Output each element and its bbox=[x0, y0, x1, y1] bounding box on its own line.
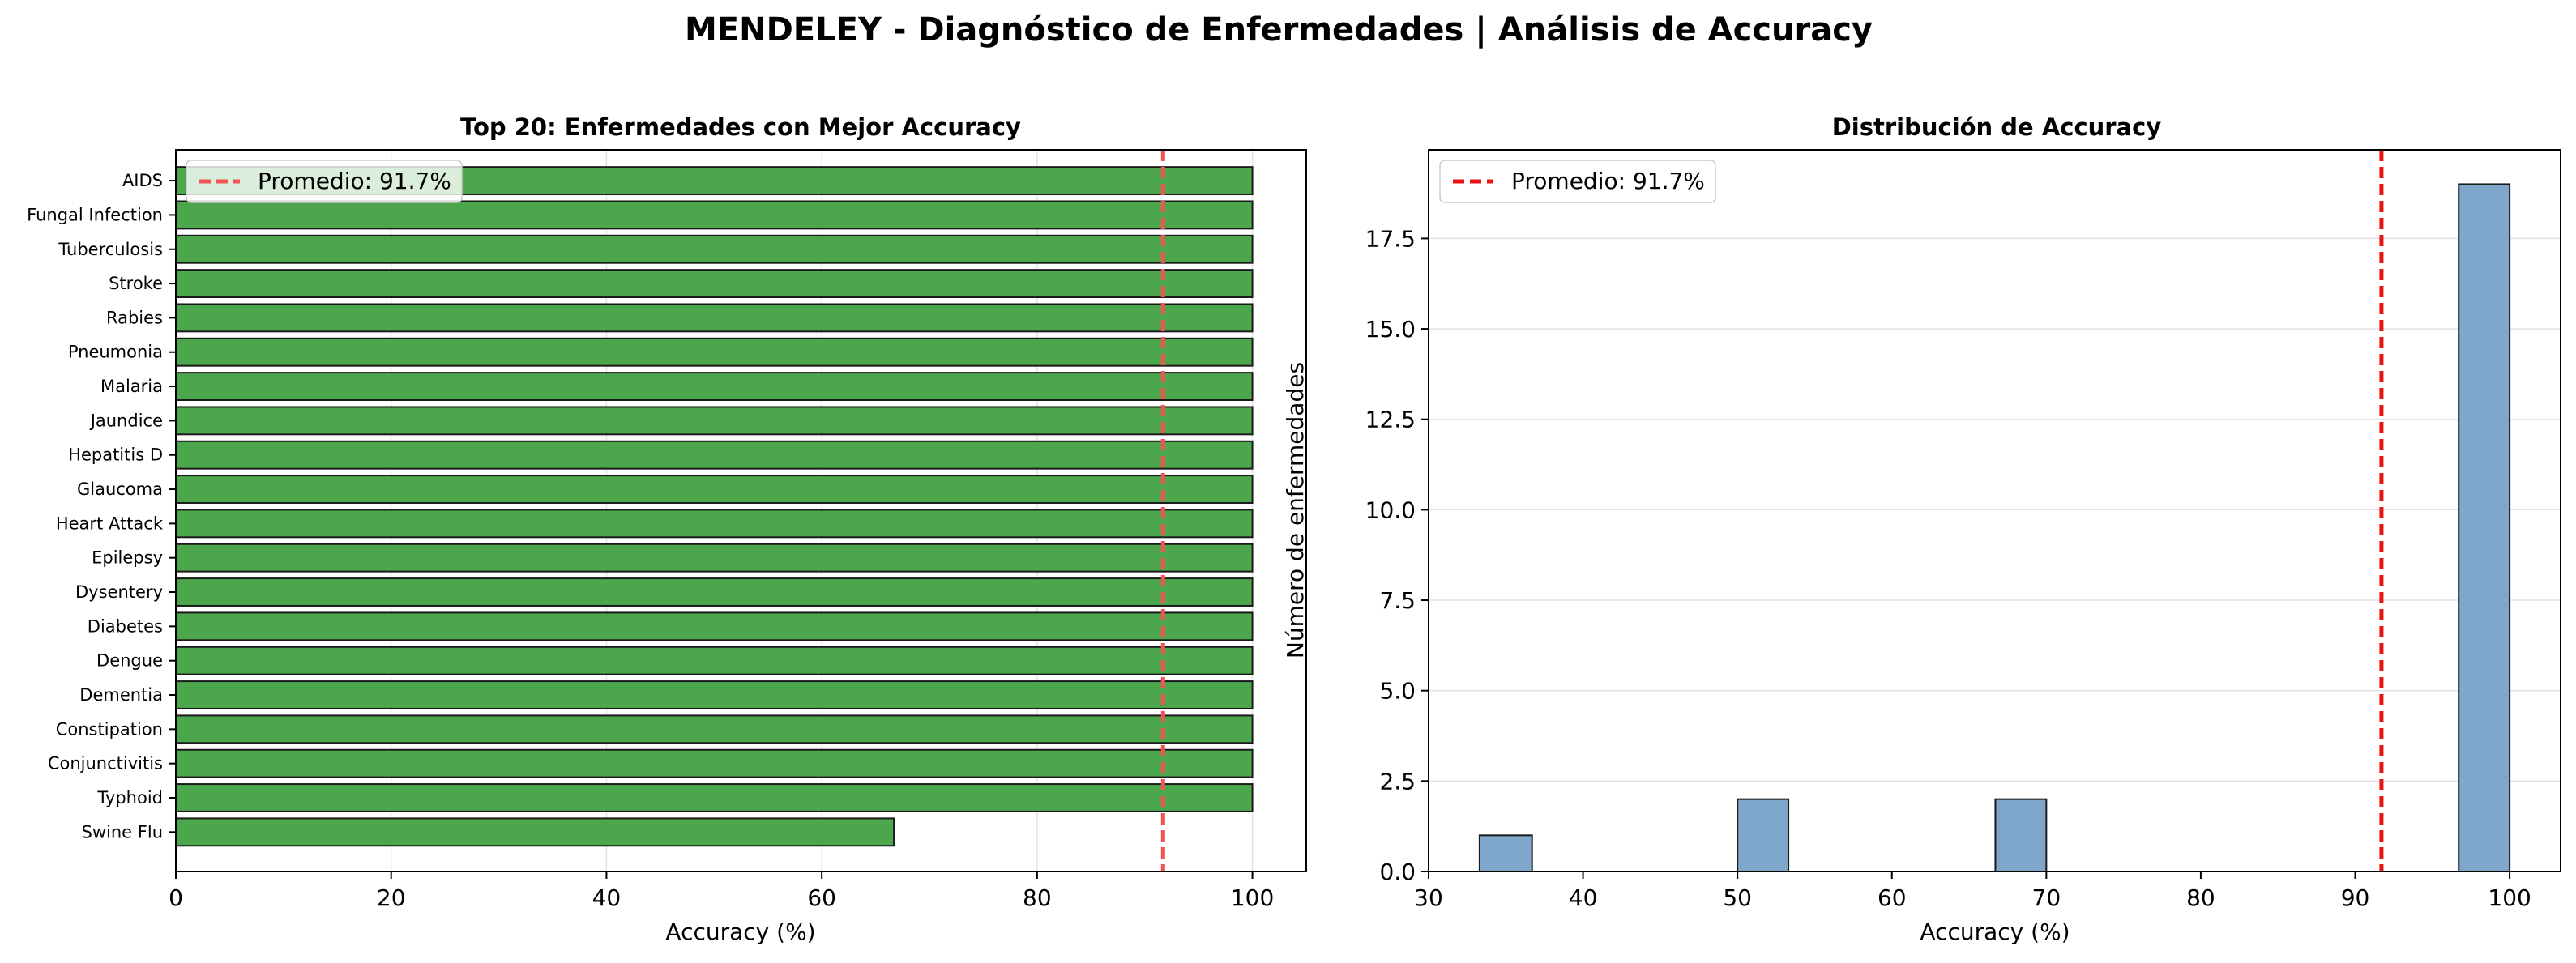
left-plot-frame bbox=[175, 149, 1307, 872]
right-chart: Distribución de Accuracy 30 40 50 60 70 80 90 1… bbox=[1282, 113, 2561, 945]
left-bar-17 bbox=[175, 748, 1254, 778]
left-y-tick-label-12: Dysentery bbox=[75, 582, 163, 602]
right-x-tick-label-5: 80 bbox=[2186, 884, 2215, 911]
left-y-tick-label-0: AIDS bbox=[122, 171, 163, 190]
left-y-tick-label-9: Glaucoma bbox=[77, 479, 163, 499]
left-x-tick-label-2: 40 bbox=[592, 884, 622, 911]
left-x-axis-label: Accuracy (%) bbox=[665, 918, 815, 945]
left-bar-3 bbox=[175, 269, 1254, 299]
left-bar-12 bbox=[175, 577, 1254, 607]
right-y-tick-label-7: 17.5 bbox=[1365, 225, 1416, 252]
left-bar-11 bbox=[175, 543, 1254, 573]
right-y-tick-label-5: 12.5 bbox=[1365, 407, 1416, 433]
left-bar-2 bbox=[175, 234, 1254, 264]
right-y-axis-label: Número de enfermedades bbox=[1282, 362, 1309, 658]
left-bar-18 bbox=[175, 783, 1254, 812]
left-y-tick-label-1: Fungal Infection bbox=[27, 205, 163, 224]
right-bin-1 bbox=[1737, 798, 1790, 873]
right-y-tick-label-0: 0.0 bbox=[1379, 859, 1416, 885]
right-y-tick-label-2: 5.0 bbox=[1379, 678, 1416, 705]
left-y-tick-label-17: Conjunctivitis bbox=[48, 754, 163, 773]
figure-title: MENDELEY - Diagnóstico de Enfermedades |… bbox=[685, 11, 1873, 49]
left-x-tick-label-3: 60 bbox=[807, 884, 836, 911]
right-legend: Promedio: 91.7% bbox=[1439, 160, 1716, 203]
left-y-tick-label-18: Typhoid bbox=[96, 788, 163, 807]
right-bin-2 bbox=[1994, 798, 2048, 873]
left-bar-8 bbox=[175, 440, 1254, 470]
right-x-tick-label-7: 100 bbox=[2488, 884, 2531, 911]
left-bar-13 bbox=[175, 611, 1254, 641]
left-y-tick-label-11: Epilepsy bbox=[92, 548, 163, 568]
left-y-tick-label-6: Malaria bbox=[100, 377, 163, 396]
left-legend: Promedio: 91.7% bbox=[186, 160, 463, 203]
left-y-tick-label-16: Constipation bbox=[56, 719, 163, 739]
right-y-tick-label-1: 2.5 bbox=[1379, 768, 1416, 795]
left-y-tick-label-2: Tuberculosis bbox=[58, 240, 163, 259]
left-bar-16 bbox=[175, 714, 1254, 744]
left-y-tick-label-5: Pneumonia bbox=[68, 343, 163, 362]
right-plot-frame bbox=[1428, 149, 2561, 872]
right-y-tick-label-6: 15.0 bbox=[1365, 316, 1416, 343]
right-chart-title: Distribución de Accuracy bbox=[1832, 113, 2162, 141]
right-legend-box bbox=[1439, 160, 1716, 203]
right-bin-3 bbox=[2458, 183, 2511, 872]
left-bar-19 bbox=[175, 817, 895, 847]
right-y-tick-label-4: 10.0 bbox=[1365, 496, 1416, 523]
left-bar-9 bbox=[175, 475, 1254, 504]
right-x-axis-label: Accuracy (%) bbox=[1920, 918, 2070, 945]
right-histogram-bars bbox=[1478, 183, 2511, 873]
left-y-tick-label-4: Rabies bbox=[106, 308, 163, 327]
left-bar-5 bbox=[175, 337, 1254, 367]
left-y-ticks: AIDS Fungal Infection Tuberculosis Stroke Ra… bbox=[27, 171, 176, 842]
left-bar-7 bbox=[175, 406, 1254, 436]
right-gridlines bbox=[1429, 237, 2561, 872]
left-x-tick-label-5: 100 bbox=[1231, 884, 1274, 911]
left-legend-box bbox=[186, 160, 463, 203]
left-chart-title: Top 20: Enfermedades con Mejor Accuracy bbox=[460, 113, 1021, 141]
right-x-tick-label-1: 40 bbox=[1569, 884, 1598, 911]
left-x-tick-label-1: 20 bbox=[377, 884, 406, 911]
left-chart: Top 20: Enfermedades con Mejor Accuracy … bbox=[27, 113, 1307, 945]
left-y-tick-label-3: Stroke bbox=[109, 274, 163, 293]
left-y-tick-label-7: Jaundice bbox=[89, 411, 163, 430]
left-y-tick-label-15: Dementia bbox=[79, 685, 163, 705]
left-bar-4 bbox=[175, 303, 1254, 333]
left-x-tick-label-0: 0 bbox=[169, 884, 183, 911]
right-x-tick-label-0: 30 bbox=[1414, 884, 1443, 911]
left-bar-6 bbox=[175, 372, 1254, 401]
left-y-tick-label-10: Heart Attack bbox=[56, 513, 164, 533]
left-x-tick-label-4: 80 bbox=[1023, 884, 1052, 911]
left-y-tick-label-19: Swine Flu bbox=[82, 822, 163, 842]
right-x-tick-label-2: 50 bbox=[1723, 884, 1752, 911]
left-bar-1 bbox=[175, 200, 1254, 230]
right-y-tick-label-3: 7.5 bbox=[1379, 587, 1416, 614]
right-bin-0 bbox=[1478, 834, 1533, 873]
left-bar-15 bbox=[175, 680, 1254, 709]
left-y-tick-label-14: Dengue bbox=[96, 651, 163, 671]
right-x-tick-label-4: 70 bbox=[2032, 884, 2061, 911]
right-x-tick-label-6: 90 bbox=[2341, 884, 2370, 911]
left-y-tick-label-8: Hepatitis D bbox=[68, 445, 163, 465]
right-x-ticks: 30 40 50 60 70 80 90 100 bbox=[1414, 871, 2531, 911]
right-legend-label: Promedio: 91.7% bbox=[1511, 168, 1705, 194]
left-x-ticks: 0 20 40 60 80 100 bbox=[169, 871, 1274, 911]
left-legend-label: Promedio: 91.7% bbox=[258, 168, 451, 194]
right-x-tick-label-3: 60 bbox=[1878, 884, 1907, 911]
left-bar-14 bbox=[175, 646, 1254, 675]
left-bar-10 bbox=[175, 509, 1254, 539]
right-y-ticks: 0.0 2.5 5.0 7.5 10.0 12.5 15.0 17.5 bbox=[1365, 225, 1429, 885]
left-bars bbox=[175, 166, 1254, 847]
left-y-tick-label-13: Diabetes bbox=[88, 616, 163, 636]
